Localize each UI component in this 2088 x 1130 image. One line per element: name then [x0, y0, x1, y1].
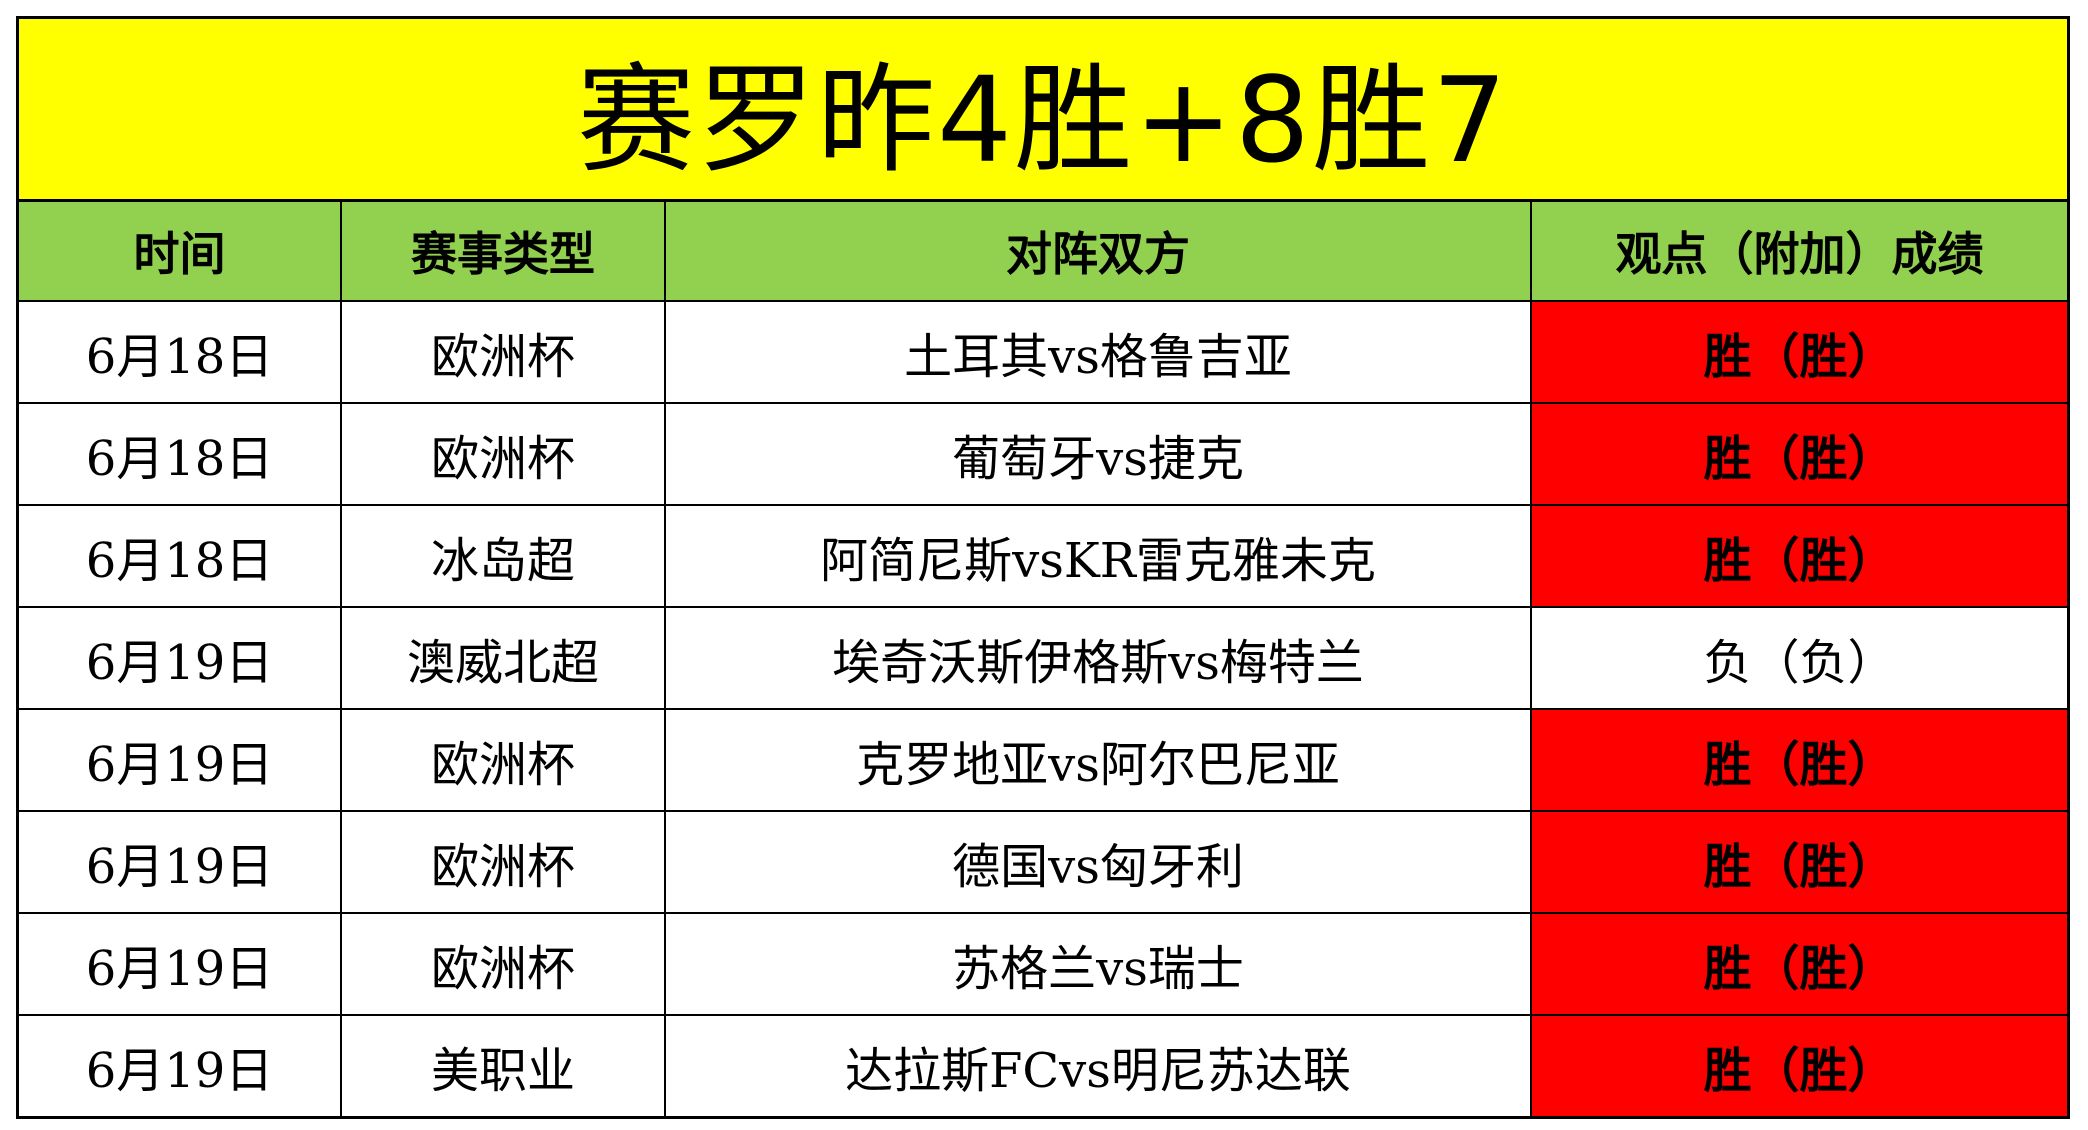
- league-cell: 欧洲杯: [340, 810, 666, 914]
- table-row: 6月19日 澳威北超 埃奇沃斯伊格斯vs梅特兰 负（负）: [19, 606, 2067, 710]
- match-cell: 德国vs匈牙利: [664, 810, 1532, 914]
- result-cell: 胜（胜）: [1530, 810, 2067, 914]
- table-row: 6月18日 欧洲杯 土耳其vs格鲁吉亚 胜（胜）: [19, 300, 2067, 404]
- match-cell: 阿简尼斯vsKR雷克雅未克: [664, 504, 1532, 608]
- results-table: 时间 赛事类型 对阵双方 观点（附加）成绩 6月18日 欧洲杯 土耳其vs格鲁吉…: [19, 202, 2067, 1116]
- league-cell: 澳威北超: [340, 606, 666, 710]
- league-cell: 欧洲杯: [340, 708, 666, 812]
- table-header: 时间 赛事类型 对阵双方 观点（附加）成绩: [19, 202, 2067, 302]
- header-result: 观点（附加）成绩: [1530, 202, 2067, 302]
- results-sheet: 赛罗昨4胜+8胜7 时间 赛事类型 对阵双方 观点（附加）成绩 6月18日 欧洲…: [16, 16, 2070, 1119]
- result-cell: 胜（胜）: [1530, 504, 2067, 608]
- date-cell: 6月19日: [19, 1014, 342, 1116]
- match-cell: 埃奇沃斯伊格斯vs梅特兰: [664, 606, 1532, 710]
- header-match: 对阵双方: [664, 202, 1532, 302]
- result-cell: 胜（胜）: [1530, 1014, 2067, 1116]
- table-body: 6月18日 欧洲杯 土耳其vs格鲁吉亚 胜（胜） 6月18日 欧洲杯 葡萄牙vs…: [19, 300, 2067, 1116]
- league-cell: 欧洲杯: [340, 300, 666, 404]
- date-cell: 6月18日: [19, 402, 342, 506]
- header-league: 赛事类型: [340, 202, 666, 302]
- match-cell: 克罗地亚vs阿尔巴尼亚: [664, 708, 1532, 812]
- result-cell: 胜（胜）: [1530, 402, 2067, 506]
- league-cell: 美职业: [340, 1014, 666, 1116]
- sheet-title: 赛罗昨4胜+8胜7: [19, 19, 2067, 202]
- header-row: 时间 赛事类型 对阵双方 观点（附加）成绩: [19, 202, 2067, 302]
- table-row: 6月19日 欧洲杯 苏格兰vs瑞士 胜（胜）: [19, 912, 2067, 1016]
- result-cell: 胜（胜）: [1530, 708, 2067, 812]
- match-cell: 苏格兰vs瑞士: [664, 912, 1532, 1016]
- table-row: 6月18日 欧洲杯 葡萄牙vs捷克 胜（胜）: [19, 402, 2067, 506]
- date-cell: 6月19日: [19, 708, 342, 812]
- table-row: 6月19日 欧洲杯 克罗地亚vs阿尔巴尼亚 胜（胜）: [19, 708, 2067, 812]
- date-cell: 6月19日: [19, 810, 342, 914]
- table-row: 6月19日 美职业 达拉斯FCvs明尼苏达联 胜（胜）: [19, 1014, 2067, 1116]
- date-cell: 6月18日: [19, 300, 342, 404]
- table-row: 6月18日 冰岛超 阿简尼斯vsKR雷克雅未克 胜（胜）: [19, 504, 2067, 608]
- league-cell: 冰岛超: [340, 504, 666, 608]
- match-cell: 达拉斯FCvs明尼苏达联: [664, 1014, 1532, 1116]
- date-cell: 6月19日: [19, 912, 342, 1016]
- result-cell: 胜（胜）: [1530, 300, 2067, 404]
- header-date: 时间: [19, 202, 342, 302]
- match-cell: 葡萄牙vs捷克: [664, 402, 1532, 506]
- date-cell: 6月19日: [19, 606, 342, 710]
- date-cell: 6月18日: [19, 504, 342, 608]
- table-row: 6月19日 欧洲杯 德国vs匈牙利 胜（胜）: [19, 810, 2067, 914]
- result-cell: 胜（胜）: [1530, 912, 2067, 1016]
- match-cell: 土耳其vs格鲁吉亚: [664, 300, 1532, 404]
- league-cell: 欧洲杯: [340, 402, 666, 506]
- league-cell: 欧洲杯: [340, 912, 666, 1016]
- result-cell: 负（负）: [1530, 606, 2067, 710]
